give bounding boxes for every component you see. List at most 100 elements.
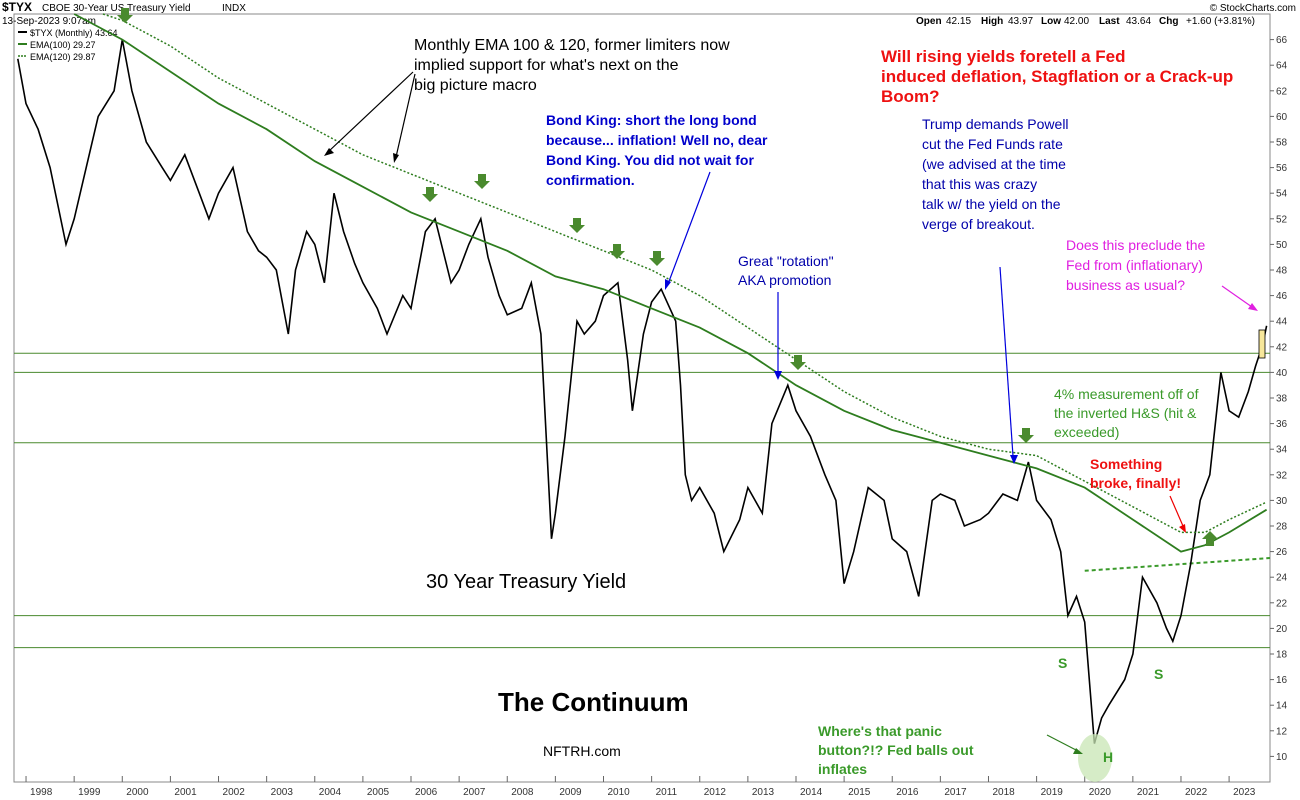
legend-item-ema100: EMA(100) 29.27 <box>30 40 96 50</box>
pointer-arrows <box>324 71 1258 754</box>
x-tick-label: 2008 <box>511 787 534 798</box>
y-tick-label: 16 <box>1276 675 1288 686</box>
marker-arrow <box>1018 428 1034 443</box>
x-tick-label: 2016 <box>896 787 919 798</box>
series-layer <box>17 13 1268 744</box>
svg-text:43.97: 43.97 <box>1008 16 1033 27</box>
svg-text:43.64: 43.64 <box>1126 16 1151 27</box>
svg-text:Last: Last <box>1099 16 1120 27</box>
y-tick-label: 64 <box>1276 61 1288 72</box>
x-tick-label: 2020 <box>1089 787 1112 798</box>
pointer-arrowhead <box>774 371 782 380</box>
y-tick-label: 28 <box>1276 522 1288 533</box>
marker-arrows <box>117 8 1218 546</box>
y-tick-label: 22 <box>1276 598 1288 609</box>
x-tick-label: 2012 <box>704 787 727 798</box>
y-tick-label: 46 <box>1276 291 1288 302</box>
x-tick-label: 2014 <box>800 787 823 798</box>
site-label: NFTRH.com <box>543 743 621 759</box>
pointer-arrowhead <box>1073 748 1083 754</box>
pointer-arrow <box>327 71 414 153</box>
y-tick-label: 12 <box>1276 726 1288 737</box>
svg-text:Low: Low <box>1041 16 1061 27</box>
measurement-note: 4% measurement off of the inverted H&S (h… <box>1054 386 1199 440</box>
svg-text:High: High <box>981 16 1003 27</box>
y-tick-label: 30 <box>1276 496 1288 507</box>
symbol: $TYX <box>2 0 32 14</box>
pointer-arrow <box>667 171 711 285</box>
x-tick-label: 2021 <box>1137 787 1160 798</box>
headline: Will rising yields foretell a Fed induced… <box>881 47 1233 106</box>
pointer-arrowhead <box>1010 455 1018 464</box>
legend-swatch-ema100 <box>18 43 27 45</box>
x-tick-label: 2005 <box>367 787 390 798</box>
legend: $TYX (Monthly) 43.64 EMA(100) 29.27 EMA(… <box>18 28 118 62</box>
legend-item-price: $TYX (Monthly) 43.64 <box>30 28 118 38</box>
neckline <box>1084 557 1271 572</box>
y-tick-label: 26 <box>1276 547 1288 558</box>
pointer-arrow <box>1046 734 1077 751</box>
svg-text:42.00: 42.00 <box>1064 16 1089 27</box>
y-tick-label: 32 <box>1276 470 1288 481</box>
price-series <box>17 39 1268 744</box>
pointer-arrowhead <box>324 148 334 156</box>
y-tick-label: 44 <box>1276 317 1288 328</box>
svg-text:+1.60 (+3.81%): +1.60 (+3.81%) <box>1186 16 1255 27</box>
y-tick-label: 18 <box>1276 650 1288 661</box>
x-tick-label: 2013 <box>752 787 775 798</box>
svg-text:Chg: Chg <box>1159 16 1178 27</box>
panic-note: Where's that panic button?!? Fed balls ou… <box>818 723 974 777</box>
support-lines <box>14 352 1270 649</box>
y-tick-label: 48 <box>1276 266 1288 277</box>
pointer-arrow <box>1169 495 1184 527</box>
head-highlight <box>1078 734 1112 782</box>
y-tick-label: 66 <box>1276 35 1288 46</box>
pointer-arrow <box>999 266 1014 457</box>
legend-swatch-price <box>18 31 27 33</box>
chart-title: 30 Year Treasury Yield <box>426 571 626 593</box>
ohlc-readout: Open 42.15 High 43.97 Low 42.00 Last 43.… <box>916 16 1255 27</box>
x-tick-label: 2009 <box>559 787 582 798</box>
y-tick-label: 60 <box>1276 112 1288 123</box>
x-tick-label: 2022 <box>1185 787 1208 798</box>
x-tick-label: 2001 <box>174 787 197 798</box>
shoulder-right-label: S <box>1154 666 1163 682</box>
bond-king-note: Bond King: short the long bond because...… <box>546 112 768 188</box>
shoulder-left-label: S <box>1058 655 1067 671</box>
pointer-arrowhead <box>393 153 399 163</box>
head-label: H <box>1103 749 1113 765</box>
pointer-arrowhead <box>1179 524 1186 533</box>
y-axis: 10 12 14 16 18 20 22 24 26 28 30 32 34 36 38 40 42 44 46 48… <box>1270 35 1288 763</box>
ema120-series <box>102 13 1267 534</box>
x-tick-label: 2011 <box>656 787 678 798</box>
x-tick-label: 2019 <box>1041 787 1064 798</box>
timestamp: 13-Sep-2023 9:07am <box>2 16 96 27</box>
x-tick-label: 1999 <box>78 787 101 798</box>
x-tick-label: 2015 <box>848 787 871 798</box>
y-tick-label: 42 <box>1276 342 1288 353</box>
symbol-exchange: INDX <box>222 3 246 14</box>
x-tick-label: 2023 <box>1233 787 1256 798</box>
x-tick-label: 2000 <box>126 787 149 798</box>
pointer-arrow <box>1221 285 1253 308</box>
brand: © StockCharts.com <box>1210 3 1296 14</box>
x-tick-label: 2018 <box>992 787 1015 798</box>
x-tick-label: 2017 <box>944 787 967 798</box>
rotation-note: Great "rotation" AKA promotion <box>738 253 834 288</box>
last-candle-highlight <box>1258 329 1266 359</box>
x-tick-label: 2006 <box>415 787 438 798</box>
svg-text:42.15: 42.15 <box>946 16 971 27</box>
y-tick-label: 14 <box>1276 701 1288 712</box>
marker-arrow <box>117 8 133 23</box>
x-tick-label: 2010 <box>608 787 631 798</box>
x-tick-label: 2007 <box>463 787 486 798</box>
x-tick-label: 1998 <box>30 787 53 798</box>
y-tick-label: 40 <box>1276 368 1288 379</box>
marker-arrow <box>609 244 625 259</box>
marker-arrow <box>649 251 665 266</box>
neckline-line <box>1084 557 1271 572</box>
broke-note: Something broke, finally! <box>1090 456 1181 491</box>
svg-text:Open: Open <box>916 16 942 27</box>
marker-arrow-up <box>1202 531 1218 546</box>
